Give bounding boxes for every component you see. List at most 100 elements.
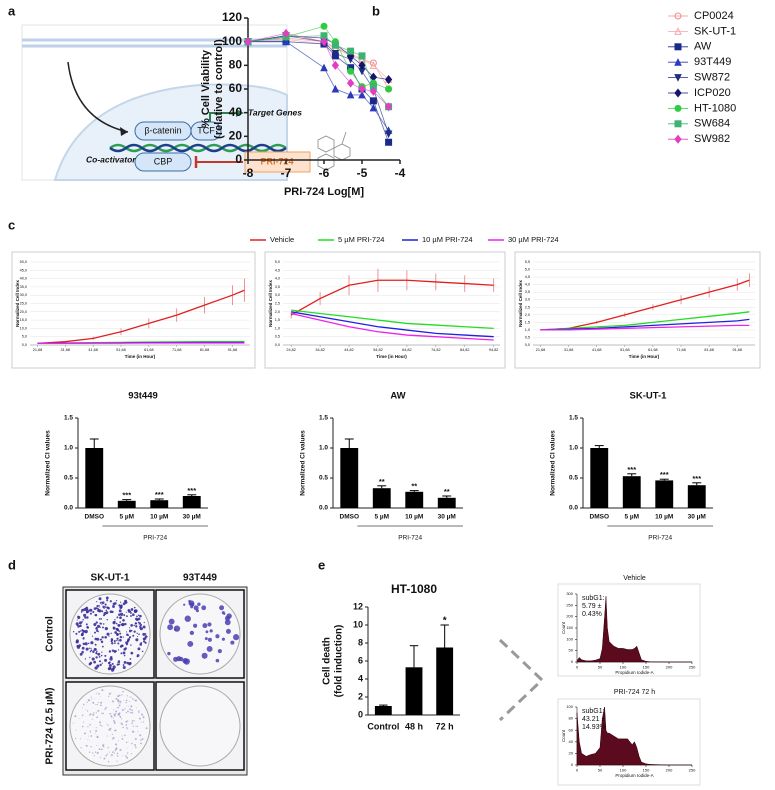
colony [130,705,133,708]
colony [98,660,102,663]
colony [121,614,123,617]
node-label: Co-activator [86,154,136,164]
colony [111,662,114,665]
colony [110,632,112,635]
colony [86,625,89,629]
colony [119,716,122,718]
colony [92,701,94,704]
legend-label: 5 µM PRI-724 [338,235,384,244]
colony [127,710,129,713]
colony [125,701,127,704]
colony [124,708,126,710]
colony [94,613,98,617]
colony [119,639,121,641]
marker [385,85,393,93]
line [540,324,750,331]
colony [121,754,123,756]
colony [88,735,90,737]
colony [133,609,138,614]
colony [209,629,213,633]
y-tick-label: 0 [571,659,574,664]
y-tick-label: 4,5 [525,275,530,279]
colony [143,720,145,722]
x-tick-label: 50 [598,767,603,772]
colony [111,733,114,736]
colony [74,715,77,718]
legend-marker [674,27,682,35]
colony [223,612,226,615]
x-tick-label: 48 h [405,721,423,731]
marker [331,84,340,93]
colony [112,717,114,719]
x-tick-label: 51,68 [620,348,630,352]
colony [119,717,121,719]
colony [101,636,104,639]
colony [98,618,101,620]
colony [94,751,97,753]
group-label: PRI-724 [143,535,167,542]
legend-marker [674,74,682,82]
x-axis-label: Propidium Iodide-A [615,773,653,778]
colony [139,734,142,737]
dish [159,685,241,767]
dish [69,685,151,767]
marker [346,78,355,88]
colony [86,608,88,611]
transcription-arrow [209,112,238,122]
colony [137,614,140,617]
pathway-diagram: β-catenin TCF Target Genes Co-activator … [21,24,351,181]
y-axis-label: Normalized CI values [550,430,557,496]
colony [101,744,105,747]
colony [138,622,142,625]
y-tick-label: 50 [569,648,574,653]
colony [129,658,132,660]
arrow [67,61,129,133]
dna-strand [109,143,287,153]
colony [107,724,109,726]
colony [116,755,119,757]
colony [117,629,120,632]
colony [82,619,84,621]
colony [107,667,111,671]
colony [122,664,125,666]
legend-marker [674,104,682,112]
colony [106,723,108,725]
colony [105,707,108,709]
x-tick-label: 94,82 [489,348,499,352]
colony [100,704,102,707]
bar [150,500,169,508]
colony [123,614,126,617]
colony [129,708,131,711]
line [540,318,750,331]
panel-label: a [8,3,16,18]
colony [109,712,112,715]
line [291,311,494,338]
colony [135,725,137,727]
colony [93,660,97,664]
colony [131,608,133,610]
y-tick-label: 1,5 [275,318,280,322]
marker [320,22,328,30]
colony [117,695,120,698]
colony [84,616,87,619]
colony [126,615,128,618]
colony [90,649,93,652]
colony [224,619,231,626]
x-axis-label: PRI-724 Log[M] [284,186,364,198]
y-tick-label: 1.5 [64,415,73,422]
colony [110,692,112,693]
y-tick-label: 3,0 [275,293,280,297]
colony [117,661,119,664]
colony [136,615,138,618]
colony [104,708,107,710]
colony [133,720,135,722]
y-axis-label: Count [561,621,566,634]
colony [143,637,147,640]
colony [125,720,128,723]
y-tick-label: 100 [566,636,573,641]
legend-label: 93T449 [694,56,731,68]
colony [108,635,110,637]
colony [98,597,102,601]
colony [89,732,91,734]
y-tick-label: 1.0 [569,445,578,452]
